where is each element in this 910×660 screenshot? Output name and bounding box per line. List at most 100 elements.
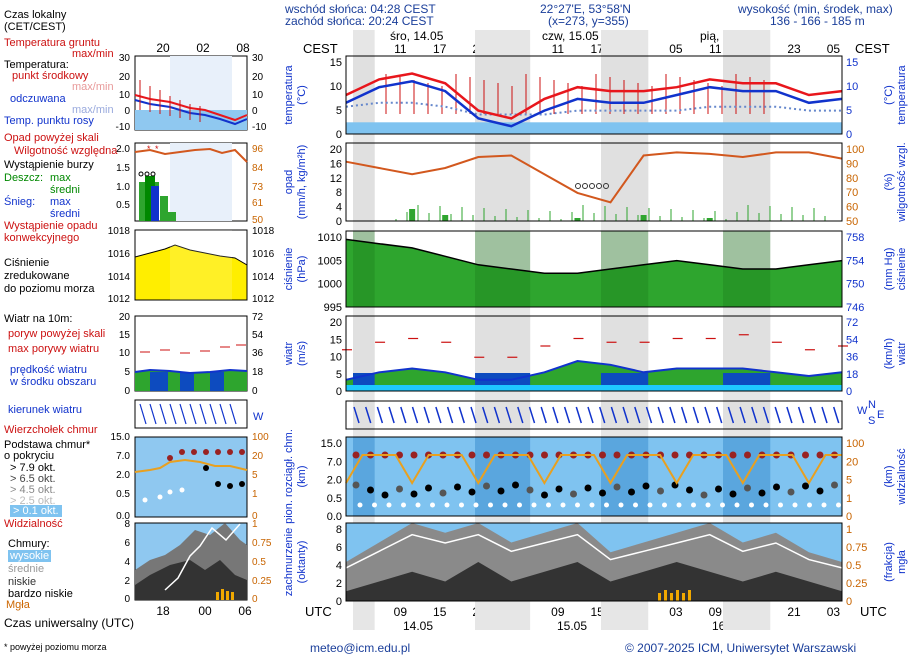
cloud-top-label: Wierzchołek chmur [4, 424, 98, 436]
y-tick-left: 10 [330, 81, 342, 93]
utc-hour-tick: 15 [591, 605, 605, 619]
cloud-base-low-dot [647, 502, 653, 508]
cloud-top-dot [483, 451, 490, 459]
panel-frame-temp [345, 55, 843, 135]
y-tick-right: 70 [846, 187, 858, 199]
cest-label-left: CEST [303, 41, 338, 56]
y-tick-right: 90 [846, 158, 858, 170]
cloud-base-low-dot [517, 502, 522, 508]
utc-hour-tick: 09 [709, 605, 723, 619]
axis-label-right: (°C) [883, 85, 895, 105]
cloud-base-dot [454, 483, 461, 491]
wind-arrow [411, 406, 419, 424]
y-tick-left: 995 [324, 302, 342, 314]
y-tick-right: 36 [846, 352, 858, 364]
wind-arrow [400, 406, 407, 424]
utc-label-left: UTC [305, 604, 332, 619]
pressure-area [346, 239, 842, 307]
storm-marker [575, 183, 581, 189]
panel-frame-cover [345, 522, 843, 602]
wind-arrow [505, 406, 512, 424]
y-tick-right: 50 [846, 216, 858, 228]
y-tick-left: 0 [336, 386, 342, 398]
y-tick-right: 5 [846, 475, 852, 487]
clouds-vlow-label: bardzo niskie [8, 588, 73, 600]
wind-arrow [540, 406, 547, 424]
y-tick-right: 5 [846, 105, 852, 117]
altitude-values: 136 - 166 - 185 m [770, 14, 865, 28]
cloud-base-low-dot [763, 502, 769, 508]
cloud-base-dot [541, 491, 548, 499]
y-tick-right: 54 [846, 334, 858, 346]
wind-arrow [715, 406, 723, 424]
y-tick-left: 0 [336, 216, 342, 228]
cloud-base-low-dot [386, 502, 392, 508]
wind-arrow [786, 406, 793, 424]
local-hour-tick: 11 [394, 42, 407, 56]
footnote: * powyżej poziomu morza [4, 642, 107, 652]
utc-hour-tick: 03 [669, 605, 683, 619]
night-band-panel [475, 143, 531, 221]
wind-arrow [446, 406, 454, 424]
cloud-top-dot [744, 451, 751, 459]
cloud-base-low-dot [821, 502, 827, 508]
wind-arrow [481, 406, 489, 424]
y-tick-left: 15 [330, 57, 342, 69]
cloud-top-dot [802, 451, 809, 459]
storm-marker [603, 183, 609, 189]
cloud-top-dot [599, 451, 606, 459]
cloud-base-dot [729, 490, 737, 498]
cloud-base-low-dot [618, 502, 624, 508]
y-tick-right: 0 [846, 511, 852, 523]
wind-arrow [821, 406, 828, 424]
email-link[interactable]: meteo@icm.edu.pl [310, 641, 411, 655]
y-tick-left: 20 [330, 317, 342, 329]
precip-bar [574, 218, 581, 221]
axis-unit-right: mgła [896, 549, 908, 574]
cloud-base-low-dot [749, 502, 754, 508]
y-tick-left: 4 [336, 560, 342, 572]
y-tick-left: 2.0 [327, 475, 342, 487]
cloud-base-low-dot [560, 502, 566, 508]
local-time-sub: (CET/CEST) [4, 21, 66, 33]
sunset-text: zachód słońca: 20:24 CEST [285, 14, 434, 28]
wind-arrow [493, 406, 501, 424]
utc-hour-tick: 09 [551, 605, 565, 619]
precip-bar [640, 215, 647, 221]
axis-unit-right: ciśnienie [896, 248, 908, 291]
y-tick-right: 18 [846, 369, 858, 381]
y-tick-left: 0 [336, 129, 342, 141]
precip-bar [706, 218, 713, 221]
cloud-base-low-dot [488, 502, 493, 508]
altitude-label: wysokość (min, środek, max) [738, 2, 893, 16]
cloud-base-low-dot [357, 502, 363, 508]
utc-time-label: Czas uniwersalny (UTC) [4, 616, 135, 630]
y-tick-left: 7.0 [327, 456, 342, 468]
axis-label-right: (km/h) [883, 338, 895, 369]
cloud-base-low-dot [589, 502, 595, 508]
temp-line [345, 72, 843, 120]
y-tick-left: 0.5 [327, 493, 342, 505]
utc-label-right: UTC [860, 604, 887, 619]
cloud-base-low-dot [720, 502, 725, 508]
cloud-base-dot [483, 482, 490, 490]
wind-arrow [762, 406, 770, 424]
fog-bar [658, 593, 661, 601]
y-tick-left: 8 [336, 187, 342, 199]
below-zero-band [346, 122, 842, 134]
day-label-bottom: 14.05 [403, 619, 433, 633]
wind-arrow [797, 406, 805, 424]
wind-title: Wiatr na 10m: [4, 313, 73, 325]
axis-label-left: zachmurzenie [283, 528, 295, 596]
wind-arrow [458, 406, 466, 424]
night-band-panel [601, 56, 649, 134]
axis-label-left: temperatura [283, 64, 295, 124]
cloud-base-low-dot [691, 502, 696, 508]
cloud-top-dot [410, 451, 418, 459]
wind-arrow [552, 406, 559, 424]
convective-label-2: konwekcyjnego [4, 232, 80, 244]
felt-temp-label: odczuwana [10, 93, 66, 105]
cloud-base-low-dot [473, 502, 479, 508]
wind-arrow [809, 406, 817, 424]
wind-arrow [622, 406, 629, 424]
